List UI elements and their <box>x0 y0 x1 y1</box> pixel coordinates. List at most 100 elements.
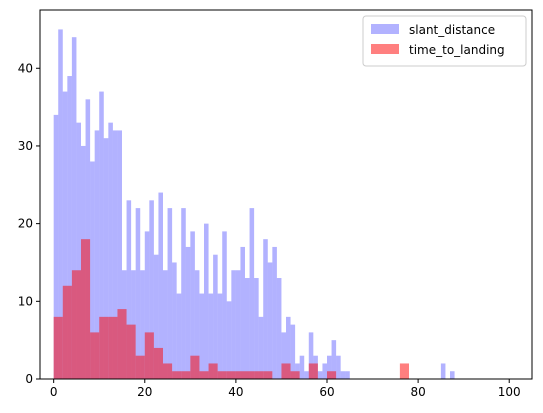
bar <box>290 371 300 379</box>
bar <box>222 231 227 379</box>
bar <box>208 363 218 379</box>
bar <box>126 200 132 379</box>
legend-swatch <box>371 24 399 34</box>
bar <box>331 340 337 379</box>
y-tick-label: 30 <box>18 139 33 153</box>
bar <box>235 371 245 379</box>
bar <box>240 246 245 379</box>
bar <box>172 262 177 379</box>
bar <box>153 254 159 379</box>
bar <box>135 208 141 379</box>
bar <box>194 270 200 379</box>
bar <box>290 324 296 379</box>
bar <box>53 114 59 379</box>
bar <box>71 270 81 379</box>
bar <box>149 200 154 379</box>
bar <box>131 270 136 379</box>
x-tick-label: 20 <box>137 385 152 399</box>
bar <box>199 371 209 379</box>
bar <box>158 192 163 379</box>
y-tick-label: 20 <box>18 217 33 231</box>
bar <box>144 332 154 379</box>
bar <box>172 371 182 379</box>
bar <box>450 371 455 379</box>
bar <box>267 262 273 379</box>
bar <box>322 363 327 379</box>
bar <box>190 231 195 379</box>
x-tick-label: 40 <box>228 385 243 399</box>
bar <box>103 138 109 379</box>
bar <box>99 91 104 379</box>
bar <box>272 246 277 379</box>
bar <box>345 371 350 379</box>
bar <box>336 355 341 379</box>
bar <box>126 324 136 379</box>
bar <box>108 316 118 379</box>
bar <box>163 363 173 379</box>
bar <box>263 371 273 379</box>
bars-layer <box>53 29 455 380</box>
bar <box>249 208 255 379</box>
bar <box>226 371 236 379</box>
bar <box>144 231 150 379</box>
plot-frame <box>39 9 533 380</box>
bar <box>190 355 200 379</box>
bar <box>217 371 227 379</box>
bar <box>181 208 186 379</box>
bar <box>304 371 309 379</box>
legend-label: time_to_landing <box>409 43 505 57</box>
bar <box>112 130 118 379</box>
bar <box>67 76 72 379</box>
bar <box>235 270 241 379</box>
x-tick-label: 80 <box>410 385 425 399</box>
bar <box>94 130 100 379</box>
bar <box>308 363 318 379</box>
x-tick-label: 60 <box>319 385 334 399</box>
bar <box>281 332 286 379</box>
bar <box>276 278 282 379</box>
bar <box>440 363 446 379</box>
bar <box>204 223 209 379</box>
bar <box>245 278 250 379</box>
y-tick-label: 10 <box>18 294 33 308</box>
bar <box>153 347 163 379</box>
bar <box>58 29 63 380</box>
bar <box>263 239 268 379</box>
bar <box>317 371 323 379</box>
bar <box>53 316 63 379</box>
bar <box>176 293 182 379</box>
y-tick-label: 0 <box>25 372 33 386</box>
bar <box>71 37 77 379</box>
legend-label: slant_distance <box>409 23 495 37</box>
bar <box>281 363 291 379</box>
series-time_to_landing <box>53 239 409 379</box>
bar <box>135 355 145 379</box>
bar <box>340 371 346 379</box>
bar <box>117 309 127 379</box>
legend-swatch <box>371 44 399 54</box>
bar <box>181 371 191 379</box>
bar <box>108 122 113 380</box>
bar <box>62 285 72 379</box>
bar <box>117 130 122 379</box>
bar <box>286 316 291 379</box>
bar <box>213 254 218 379</box>
bar <box>299 355 305 379</box>
bar <box>217 293 223 379</box>
bar <box>254 371 264 379</box>
bar <box>327 371 337 379</box>
bar <box>226 301 232 379</box>
bar <box>185 246 191 379</box>
bar <box>76 122 81 380</box>
bar <box>90 332 100 379</box>
bar <box>245 371 255 379</box>
axes-layer: 0 20 40 60 80 100 0 10 20 30 40 <box>18 9 533 399</box>
legend: slant_distance time_to_landing <box>362 15 527 67</box>
bar <box>167 208 173 379</box>
bar <box>208 293 214 379</box>
bar <box>81 239 91 379</box>
x-tick-label: 0 <box>50 385 58 399</box>
bar <box>231 270 236 379</box>
bar <box>62 91 68 379</box>
